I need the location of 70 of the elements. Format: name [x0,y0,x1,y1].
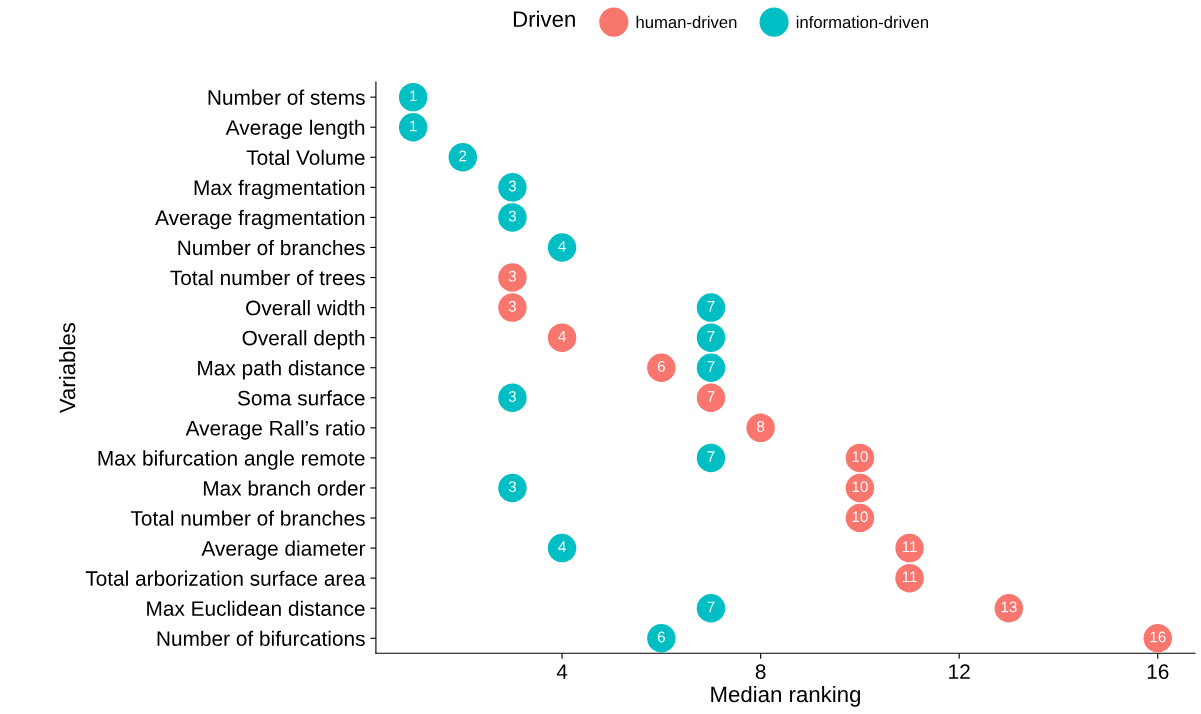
data-label: 11 [902,571,917,583]
y-tick-label: Overall width [246,300,365,316]
data-label: 7 [707,361,715,372]
legend-label: information-driven [796,15,929,29]
y-tick-label: Total Volume [246,149,365,166]
point [398,82,428,112]
x-tick-label: 16 [1147,664,1169,680]
y-tick-label: Total number of branches [130,510,365,526]
y-tick-label: Max path distance [198,360,365,380]
point [498,293,527,322]
legend-title: Driven [513,10,575,28]
y-tick-label: Soma surface [237,390,365,406]
x-tick-label: 8 [755,664,766,680]
data-label: 3 [508,210,516,222]
point [498,173,527,202]
point [746,413,775,443]
point [696,383,726,413]
data-label: 7 [707,301,715,312]
y-axis-title: Variables [59,323,76,414]
legend-label: human-driven [636,15,737,29]
y-tick-label: Max fragmentation [194,179,365,200]
y-tick-label: Average Rall’s ratio [185,420,365,440]
data-label: 7 [707,451,715,462]
y-tick-label: Overall depth [242,330,365,350]
data-label: 7 [707,391,715,402]
point [498,383,527,413]
point [647,353,676,382]
data-label: 8 [757,421,765,432]
y-tick-label: Max bifurcation angle remote [98,450,365,470]
data-label: 1 [410,90,417,102]
point [647,624,676,653]
point [498,203,527,232]
data-label: 13 [1001,601,1017,613]
data-label: 7 [707,331,715,342]
point [398,112,428,142]
y-tick-label: Average diameter [201,540,366,560]
data-label: 10 [852,511,868,523]
y-tick-label: Number of stems [208,89,365,105]
data-label: 2 [459,150,467,162]
point [498,263,527,292]
data-label: 6 [657,360,665,372]
y-tick-label: Number of bifurcations [157,630,365,647]
point [547,533,577,563]
y-tick-label: Average length [225,119,365,140]
x-tick-label: 4 [556,664,568,679]
y-tick-label: Average fragmentation [155,209,365,230]
x-tick-label: 12 [949,664,970,679]
data-label: 4 [558,240,566,252]
data-label: 16 [1150,631,1166,643]
data-label: 1 [410,120,417,132]
data-label: 3 [508,270,516,282]
data-label: 4 [558,331,566,342]
y-tick-label: Max branch order [203,480,366,496]
data-label: 3 [508,481,516,493]
data-label: 10 [852,481,868,493]
data-label: 3 [508,391,516,402]
x-axis-title: Median ranking [711,685,860,707]
data-label: 4 [558,541,566,553]
y-tick-label: Total arborization surface area [85,570,366,586]
data-label: 3 [508,180,516,192]
data-label: 10 [852,451,868,462]
point [696,443,726,473]
y-tick-label: Max Euclidean distance [147,600,365,616]
y-tick-label: Number of branches [178,239,365,256]
data-label: 11 [902,541,917,553]
data-label: 3 [508,300,516,312]
y-tick-label: Total number of trees [170,269,365,286]
data-label: 7 [707,601,715,613]
data-label: 6 [657,631,665,643]
point [498,473,527,503]
